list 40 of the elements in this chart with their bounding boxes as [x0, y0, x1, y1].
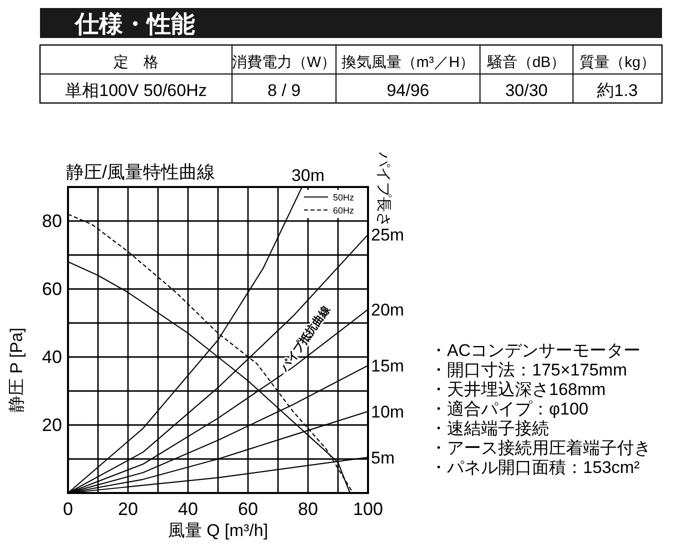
- y-tick-label: 40: [42, 347, 62, 367]
- text: ・アース接続用圧着端子付き: [430, 438, 651, 458]
- x-tick-label: 20: [118, 499, 138, 519]
- text: 騒音（dB）: [486, 54, 566, 71]
- series-label: 10m: [371, 402, 404, 422]
- series-label: 5m: [371, 448, 395, 468]
- legend-label: 60Hz: [333, 206, 355, 216]
- text: 94/96: [386, 81, 430, 100]
- text: 換気風量（m³／H）: [341, 54, 475, 71]
- y-tick-label: 80: [42, 211, 62, 231]
- legend-label: 50Hz: [333, 192, 355, 202]
- x-tick-label: 0: [62, 499, 74, 519]
- y-axis-title: 静圧 P [Pa]: [7, 328, 26, 412]
- x-tick-label: 40: [178, 499, 198, 519]
- series-label: 30m: [291, 166, 325, 185]
- text: パイプ長さ: [375, 151, 392, 227]
- series-label: 25m: [371, 226, 404, 245]
- text: 8 / 9: [267, 81, 301, 100]
- text: 単相100V 50/60Hz: [65, 81, 207, 100]
- series-label: 20m: [371, 300, 404, 320]
- text: 定 格: [114, 54, 158, 71]
- text: ・開口寸法：175×175mm: [430, 360, 627, 380]
- text: 30/30: [505, 81, 548, 100]
- text: ・ACコンデンサーモーター: [430, 341, 641, 360]
- text: ・速結端子接続: [430, 419, 549, 438]
- text: 消費電力（W）: [232, 54, 336, 71]
- y-tick-label: 60: [42, 279, 62, 299]
- text: ・適合パイプ：φ100: [430, 400, 588, 418]
- series-label: 15m: [371, 356, 404, 376]
- text: 質量（kg）: [580, 54, 656, 71]
- text: ・天井埋込深さ168mm: [430, 380, 606, 399]
- x-tick-label: 80: [298, 499, 318, 519]
- text: ・パネル開口面積：153cm²: [430, 458, 640, 477]
- x-axis-title: 風量 Q [m³/h]: [168, 521, 268, 540]
- x-tick-label: 60: [238, 499, 258, 519]
- chart-title: 静圧/風量特性曲線: [66, 162, 216, 182]
- text: 約1.3: [597, 81, 638, 100]
- y-tick-label: 20: [42, 415, 62, 435]
- text: 仕様・性能: [74, 11, 195, 38]
- x-tick-label: 100: [352, 499, 384, 519]
